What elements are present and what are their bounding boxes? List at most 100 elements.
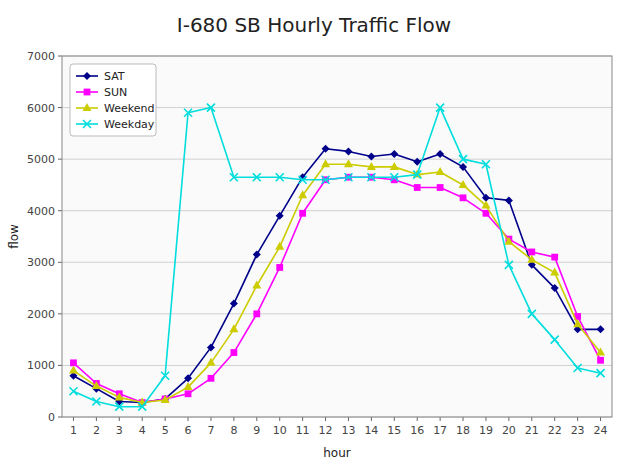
point (390, 173, 398, 181)
x-tick-label: 17 (433, 424, 447, 437)
point (504, 237, 513, 245)
point (596, 348, 605, 356)
y-tick-label: 0 (48, 411, 55, 424)
grid-line (62, 313, 612, 314)
x-tick-label: 8 (230, 424, 237, 437)
point (483, 210, 490, 217)
point (459, 155, 467, 163)
point (276, 173, 284, 181)
chart: I-680 SB Hourly Traffic Flow010002000300… (0, 0, 628, 467)
x-tick (554, 417, 555, 421)
x-tick (302, 417, 303, 421)
y-tick-label: 4000 (27, 205, 55, 218)
x-tick-label: 5 (162, 424, 169, 437)
x-tick-label: 6 (185, 424, 192, 437)
point (597, 357, 604, 364)
point (390, 162, 399, 170)
x-tick-label: 21 (525, 424, 539, 437)
point (573, 319, 582, 327)
x-tick-label: 20 (502, 424, 516, 437)
point (321, 159, 330, 167)
x-tick-label: 15 (387, 424, 401, 437)
point (275, 242, 284, 250)
x-tick-label: 23 (571, 424, 585, 437)
x-tick (96, 417, 97, 421)
point (184, 382, 193, 390)
legend-box (70, 64, 156, 136)
legend-marker (83, 120, 91, 128)
point (459, 163, 467, 171)
point (230, 349, 237, 356)
point (481, 201, 490, 209)
point (184, 374, 192, 382)
series (69, 104, 604, 411)
x-tick (485, 417, 486, 421)
x-tick (577, 417, 578, 421)
series-line (73, 164, 600, 402)
point (550, 268, 559, 276)
point (92, 381, 101, 389)
x-tick-label: 22 (548, 424, 562, 437)
point (436, 150, 444, 158)
x-tick-label: 2 (93, 424, 100, 437)
point (207, 104, 215, 112)
point (184, 109, 192, 117)
point (161, 395, 170, 403)
x-tick-label: 24 (594, 424, 608, 437)
point (161, 372, 169, 380)
series (69, 145, 604, 407)
y-tick (58, 365, 62, 366)
series-group (69, 104, 605, 411)
x-tick (256, 417, 257, 421)
x-tick (531, 417, 532, 421)
point (230, 300, 238, 308)
point (551, 284, 559, 292)
grid-line (62, 159, 612, 160)
point (276, 212, 284, 220)
y-tick-label: 5000 (27, 153, 55, 166)
point (299, 210, 306, 217)
x-tick (188, 417, 189, 421)
x-tick (325, 417, 326, 421)
point (252, 280, 261, 288)
legend-label: SAT (104, 70, 125, 83)
x-tick-label: 4 (139, 424, 146, 437)
point (276, 264, 283, 271)
point (298, 190, 307, 198)
x-tick-label: 19 (479, 424, 493, 437)
point (367, 173, 375, 181)
y-tick (58, 313, 62, 314)
series-line (73, 108, 600, 407)
legend: SATSUNWeekendWeekday (70, 64, 156, 136)
y-tick (58, 107, 62, 108)
point (138, 403, 146, 411)
point (436, 104, 444, 112)
legend-label: Weekend (104, 102, 154, 115)
point (322, 176, 330, 184)
x-tick-label: 12 (319, 424, 333, 437)
x-tick (73, 417, 74, 421)
point (322, 145, 330, 153)
point (253, 173, 261, 181)
point (115, 403, 123, 411)
x-tick-label: 7 (207, 424, 214, 437)
x-tick (165, 417, 166, 421)
x-tick (142, 417, 143, 421)
x-tick (371, 417, 372, 421)
point (597, 325, 605, 333)
point (460, 194, 467, 201)
point (527, 255, 536, 263)
x-tick (508, 417, 509, 421)
point (551, 336, 559, 344)
plot-frame (62, 56, 612, 417)
y-tick (58, 159, 62, 160)
point (230, 173, 238, 181)
point (482, 160, 490, 168)
plot-background (62, 56, 612, 417)
point (344, 147, 352, 155)
point (206, 358, 215, 366)
point (390, 150, 398, 158)
point (115, 392, 124, 400)
x-tick-label: 9 (253, 424, 260, 437)
point (229, 324, 238, 332)
